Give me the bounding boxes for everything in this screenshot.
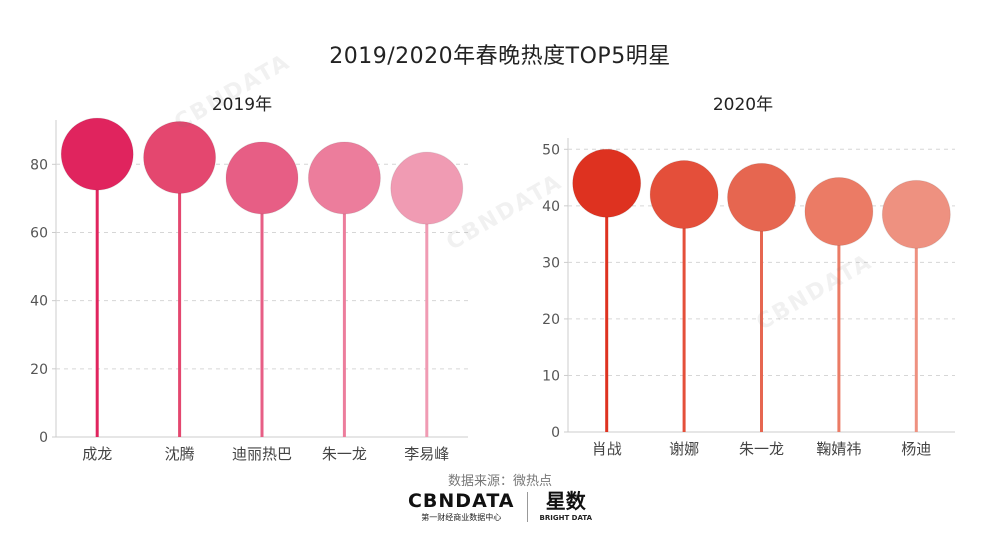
chart-title: 2019/2020年春晚热度TOP5明星 <box>329 44 671 69</box>
chart-panel-1: 2019年 0 20 40 60 80 成龙 沈腾 迪丽热巴 朱一龙 李易峰 <box>30 95 468 463</box>
x-tick-label: 杨迪 <box>901 440 931 458</box>
xingshu-logo: 星数 BRIGHT DATA <box>540 490 592 523</box>
logo-divider <box>526 491 528 522</box>
x-tick-label: 朱一龙 <box>739 440 784 458</box>
lollipop-head <box>649 160 719 230</box>
x-tick-label: 李易峰 <box>404 445 449 463</box>
chart-panel-2: 2020年 0 10 20 30 40 50 肖战 谢娜 朱一龙 鞠婧祎 杨迪 <box>542 95 955 458</box>
x-tick-label: 迪丽热巴 <box>232 445 292 463</box>
lollipop-head <box>390 151 464 225</box>
cbndata-logo-text: CBNDATA <box>407 490 515 512</box>
y-tick-label: 30 <box>542 255 560 271</box>
lollipop-head <box>572 148 642 218</box>
x-tick-label: 谢娜 <box>669 440 699 458</box>
cbndata-logo: CBNDATA 第一财经商业数据中心 <box>408 490 515 523</box>
y-tick-label: 10 <box>542 368 560 384</box>
data-source: 数据来源：微热点 <box>447 474 552 489</box>
y-tick-label: 0 <box>551 425 560 441</box>
lollipop-head <box>727 162 796 232</box>
y-tick-label: 40 <box>542 199 560 215</box>
xingshu-logo-subtitle: BRIGHT DATA <box>539 514 592 522</box>
lollipop-head <box>143 120 217 194</box>
cbndata-logo-subtitle: 第一财经商业数据中心 <box>421 513 502 522</box>
x-tick-label: 沈腾 <box>165 445 195 463</box>
logo-row: CBNDATA 第一财经商业数据中心 星数 BRIGHT DATA <box>0 490 1000 523</box>
panel-title: 2020年 <box>713 95 773 115</box>
x-tick-label: 鞠婧祎 <box>816 440 861 458</box>
y-tick-label: 20 <box>542 312 560 328</box>
lollipop-head <box>307 141 381 215</box>
lollipop-head <box>804 177 874 246</box>
y-tick-label: 50 <box>542 142 560 158</box>
x-tick-label: 朱一龙 <box>322 445 367 463</box>
y-tick-label: 40 <box>30 294 48 310</box>
lollipop-head <box>225 141 299 215</box>
lollipop-head <box>881 179 951 249</box>
lollipop-head <box>60 117 134 191</box>
xingshu-logo-text: 星数 <box>545 489 586 513</box>
x-tick-label: 成龙 <box>82 445 112 463</box>
y-tick-label: 80 <box>30 157 48 173</box>
y-tick-label: 20 <box>30 362 48 378</box>
x-tick-label: 肖战 <box>592 440 622 458</box>
y-tick-label: 0 <box>39 430 48 446</box>
panel-title: 2019年 <box>212 95 272 115</box>
y-tick-label: 60 <box>30 225 48 241</box>
